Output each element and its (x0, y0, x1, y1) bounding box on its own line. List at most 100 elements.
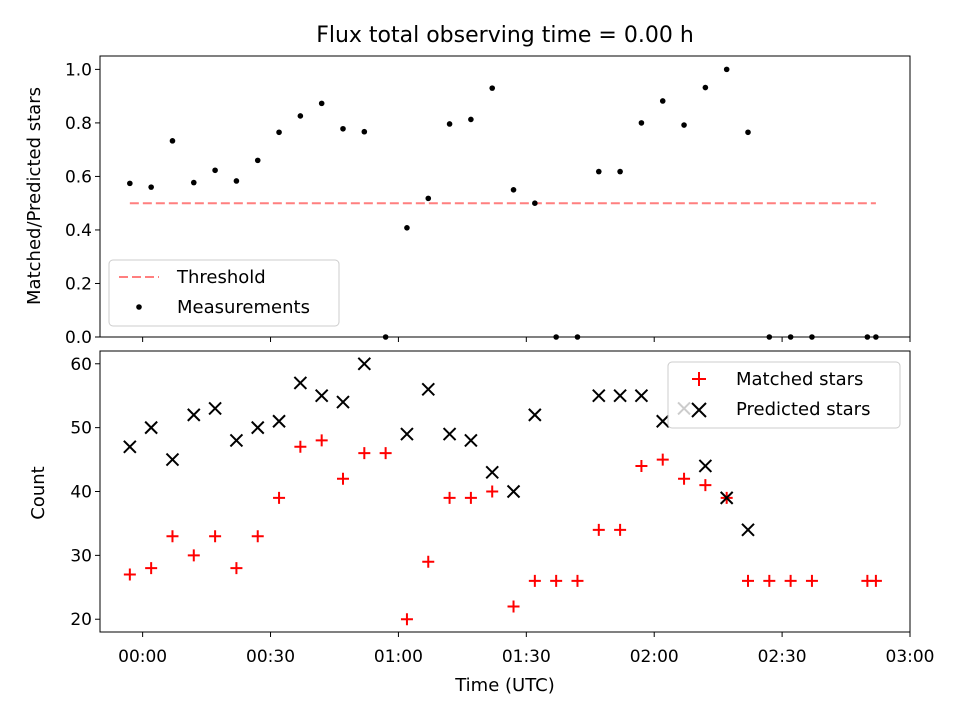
predicted-stars-point (293, 376, 308, 390)
matched-stars-point (443, 491, 456, 504)
predicted-stars-point (123, 440, 137, 454)
bottom-x-tick-label: 03:00 (886, 647, 935, 667)
measurements-legend-swatch (136, 304, 142, 310)
matched-stars-point (209, 530, 222, 543)
matched-stars-point (805, 574, 818, 587)
bottom-y-tick-label: 50 (70, 419, 92, 439)
top-axes-frame (99, 55, 911, 338)
matched-stars-point (230, 562, 243, 575)
matched-stars-point (869, 574, 882, 587)
matched-stars-point (699, 479, 712, 492)
measurements-point (148, 184, 154, 190)
predicted-stars-point (613, 388, 627, 403)
predicted-stars-point (719, 491, 734, 505)
top-y-tick-label: 0.6 (65, 167, 92, 187)
matched-stars-point (379, 447, 392, 460)
bottom-x-tick-label: 00:30 (246, 647, 295, 667)
matched-stars-point (422, 555, 435, 568)
bottom-legend: Matched stars Predicted stars (667, 361, 901, 429)
measurements-point (254, 157, 261, 164)
bottom-x-tick-label: 01:00 (374, 647, 423, 667)
predicted-stars-point (144, 420, 158, 435)
measurements-point (617, 168, 623, 175)
bottom-x-tick-label: 00:00 (118, 647, 167, 667)
matched-stars-point (507, 600, 520, 613)
measurements-point (276, 129, 282, 136)
bottom-y-tick-label: 30 (70, 546, 92, 566)
matched-stars-point (678, 472, 691, 485)
measurements-point (340, 125, 346, 132)
matched-stars-point (528, 574, 541, 587)
matched-stars-point (358, 447, 371, 460)
matched-stars-point (166, 530, 179, 543)
measurements-point (425, 195, 432, 202)
matched-legend-label: Matched stars (736, 369, 863, 390)
predicted-stars-point (506, 484, 521, 499)
predicted-stars-point (698, 459, 713, 473)
predicted-stars-point (272, 414, 286, 428)
predicted-stars-point (464, 433, 478, 448)
top-y-tick-label: 0.4 (65, 221, 92, 241)
predicted-legend-label: Predicted stars (736, 399, 870, 420)
matched-stars-point (571, 574, 584, 587)
measurements-point (468, 116, 474, 123)
predicted-stars-point (421, 382, 435, 397)
top-y-axis-label: Matched/Predicted stars (24, 87, 45, 305)
measurements-point (489, 85, 496, 91)
bottom-x-axis-label: Time (UTC) (454, 675, 555, 696)
matched-stars-point (123, 568, 136, 581)
predicted-stars-point (656, 414, 670, 428)
predicted-stars-point (357, 357, 372, 371)
measurements-point (745, 129, 751, 136)
matched-stars-point (486, 485, 499, 498)
predicted-stars-point (336, 395, 350, 409)
predicted-stars-point (229, 433, 244, 448)
measurements-point (595, 168, 602, 175)
measurements-point (659, 98, 666, 104)
predicted-stars-point (400, 427, 414, 441)
bottom-y-axis-label: Count (28, 466, 49, 519)
bottom-x-tick-label: 02:00 (630, 647, 679, 667)
matched-stars-point (187, 549, 200, 562)
measurements-point (127, 180, 133, 187)
predicted-legend-swatch (691, 402, 707, 418)
top-y-tick-label: 0.2 (65, 274, 92, 294)
predicted-stars-point (208, 401, 222, 416)
matched-stars-point (145, 562, 158, 575)
predicted-stars-point (314, 388, 329, 403)
measurements-point (446, 121, 453, 127)
measurements-point (212, 167, 218, 174)
matched-stars-point (550, 574, 563, 587)
matched-stars-point (614, 523, 627, 536)
measurements-point (297, 113, 304, 119)
matched-legend-swatch (692, 372, 706, 386)
predicted-stars-point (741, 523, 755, 537)
bottom-y-tick-label: 60 (70, 355, 92, 375)
measurements-legend-label: Measurements (177, 297, 310, 318)
measurements-point (404, 225, 410, 231)
predicted-stars-point (165, 452, 180, 467)
bottom-plot-area: 20 30 40 50 60 00:00 00:30 01:00 01:30 02:00 02:30… (70, 350, 935, 667)
measurements-point (638, 120, 645, 126)
measurements-point (318, 100, 325, 107)
bottom-legend-frame (667, 361, 901, 429)
bottom-x-tick-label: 01:30 (502, 647, 551, 667)
measurements-point (169, 138, 176, 144)
matched-stars-point (273, 491, 286, 504)
matched-stars-point (464, 491, 477, 504)
top-y-tick-label: 0.0 (65, 328, 92, 348)
matched-stars-point (656, 453, 669, 466)
predicted-stars-point (187, 408, 201, 422)
predicted-stars-point (251, 420, 265, 435)
predicted-stars-point (592, 388, 606, 403)
top-legend-frame (108, 259, 340, 327)
matched-stars-point (400, 613, 413, 626)
bottom-y-tick-label: 20 (70, 610, 92, 630)
top-y-tick-label: 0.8 (65, 114, 92, 134)
matched-stars-point (592, 523, 605, 536)
threshold-legend-label: Threshold (176, 267, 266, 288)
matched-stars-point (763, 574, 776, 587)
measurements-point (702, 84, 709, 91)
predicted-stars-point (528, 408, 542, 422)
